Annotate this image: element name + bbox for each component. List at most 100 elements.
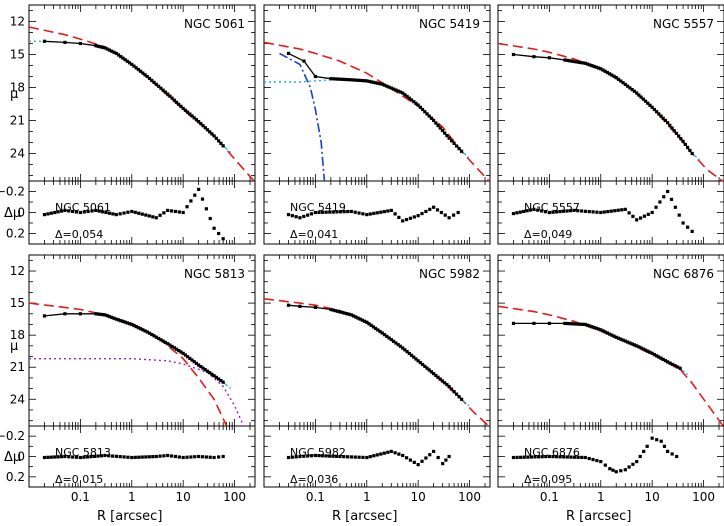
profile-point [412,100,416,104]
profile-point [677,134,681,138]
residual-point [63,208,67,212]
profile-point [354,78,358,82]
residual-point [158,454,162,458]
residual-point [536,208,540,212]
profile-point [98,312,102,316]
residual-point [662,195,666,199]
profile-point [576,60,581,64]
profile-point [157,84,161,88]
residual-point [619,469,623,473]
profile-point [159,338,163,342]
residual-point [428,453,432,457]
profile-point [389,86,393,90]
profile-point [340,77,344,81]
profile-point [371,80,376,84]
profile-point [205,369,210,373]
residual-point [193,455,197,459]
residual-point [561,209,565,213]
residual-point [67,455,71,459]
residual-point [603,463,607,467]
residual-point [212,455,216,460]
residual-point [393,451,397,455]
sersic-fit-line [264,298,490,426]
profile-point [203,368,207,372]
profile-point [632,89,637,93]
profile-point [110,315,114,320]
profile-point [392,339,396,343]
residual-point [666,189,670,194]
profile-point [599,328,603,332]
profile-point [454,144,459,148]
profile-point [628,341,632,345]
profile-point [570,322,574,326]
residual-point [56,455,60,459]
residual-point [353,210,357,214]
profile-point [331,77,335,81]
profile-point [369,80,373,84]
profile-point [190,114,194,118]
profile-point [630,342,634,346]
profile-point [452,141,456,145]
profile-point [163,90,168,94]
residual-point [328,210,332,214]
residual-point [609,209,613,213]
residual-point [200,197,205,201]
profile-point [581,61,585,65]
profile-point [637,345,641,349]
curves [264,298,490,426]
residual-point [386,209,390,213]
profile-point [663,118,668,123]
residual-point [562,455,566,459]
residual-point [646,212,650,216]
profile-point [596,66,601,70]
profile-point [205,128,210,132]
profile-point [147,331,152,335]
profile-point [221,144,225,148]
profile-point [358,317,362,321]
profile-point [172,346,176,350]
residual-point [655,438,659,442]
profile-point [78,41,82,46]
profile-point [403,348,407,352]
profile-point [114,317,118,321]
profile-point [576,322,581,326]
residual-point [335,210,339,214]
residual-point [71,455,75,459]
residual-point [114,454,119,458]
residual-point [193,193,197,197]
profile-point [605,331,610,335]
ylabel-res-bottom: Δμ [4,450,21,465]
profile-line [44,40,224,147]
residual-point [631,214,635,218]
profile-point [686,145,690,150]
residual-point [92,454,96,458]
residuals [42,187,225,241]
profile-point [342,311,347,315]
residual-point [59,209,64,213]
residual-point [309,454,314,458]
residual-point [677,213,681,217]
residual-point [86,209,90,214]
profile-point [401,91,405,95]
profile-point [438,126,442,130]
residual-panel-title: NGC 5061 [55,201,111,214]
profile-point [329,77,333,81]
residual-point [144,455,148,459]
residual-point [620,208,624,212]
profile-point [630,87,634,92]
ylabel-main-top: μ [10,87,18,102]
profile-point [159,86,163,90]
profile-point [161,339,165,343]
y-tick-label-res: 0.2 [6,470,25,484]
profile-point [101,45,105,49]
residual-point [306,213,310,217]
profile-point [166,92,170,96]
profile-point [134,325,138,329]
residual-point [107,211,112,215]
residual-point [78,210,82,215]
residual-point [181,210,185,215]
residual-point [623,468,627,472]
profile-point [532,55,536,59]
profile-point [170,96,174,100]
residual-point [544,455,548,459]
